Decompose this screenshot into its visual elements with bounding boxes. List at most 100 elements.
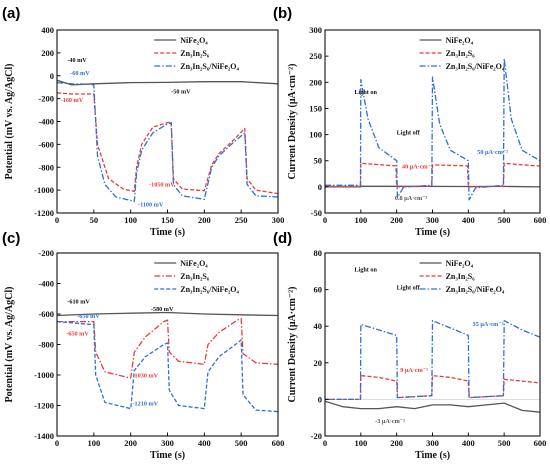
- series-line-zn-in-s-nife-o-: [325, 58, 540, 201]
- series-line-nife-o-: [57, 311, 278, 317]
- y-axis-title: Current Density (μA·cm⁻²): [287, 287, 298, 403]
- annotation: -1100 mV: [138, 202, 164, 209]
- annotation: -610 mV: [67, 298, 90, 305]
- y-tick-label: 400: [41, 25, 54, 35]
- series-group: [57, 311, 278, 413]
- y-tick-label: 0: [50, 71, 54, 81]
- y-tick-label: 40: [314, 321, 323, 331]
- y-tick-label: 200: [309, 77, 322, 87]
- x-tick-label: 500: [498, 215, 511, 225]
- y-tick-label: 50: [314, 156, 323, 166]
- x-axis-title: Time (s): [415, 227, 450, 238]
- legend-label: Zn₃In₂S₆/NiFe₂O₄: [180, 62, 239, 71]
- y-tick-label: -800: [38, 162, 54, 172]
- panel-a: (a) 0 50 100 150 200 250 300 -1200 -1000 -800 -600 -…: [2, 5, 284, 238]
- y-tick-label: -800: [38, 340, 54, 350]
- legend-label: Zn₃In₂S₆: [180, 49, 210, 58]
- y-tick-label: -200: [38, 248, 54, 258]
- x-tick-label: 0: [55, 215, 59, 225]
- y-tick-label: -20: [311, 431, 322, 441]
- x-tick-label: 0: [323, 215, 327, 225]
- x-tick-label: 600: [272, 438, 285, 448]
- annotation: 40 μA·cm⁻²: [402, 164, 433, 171]
- x-tick-label: 300: [161, 438, 174, 448]
- annotation: 35 μA·cm⁻²: [473, 321, 504, 328]
- series-line-nife-o-: [325, 400, 540, 413]
- x-tick-label: 100: [354, 215, 367, 225]
- annotation: -3 μA·cm⁻²: [375, 418, 405, 425]
- y-axis-title: Current Density (μA·cm⁻²): [287, 64, 298, 180]
- y-tick-label: -1200: [34, 208, 54, 218]
- annotation: -50 mV: [171, 88, 191, 95]
- y-tick-label: 100: [309, 130, 322, 140]
- series-line-nife-o-: [57, 79, 278, 86]
- y-tick-label: -1000: [34, 185, 54, 195]
- series-line-zn-in-s-: [57, 92, 278, 195]
- plot-frame: [56, 252, 279, 437]
- legend-label: NiFe₂O₄: [446, 259, 474, 268]
- x-tick-label: 200: [198, 215, 211, 225]
- x-axis-title: Time (s): [150, 450, 185, 461]
- y-tick-label: -600: [38, 309, 54, 319]
- annotation: -650 mV: [66, 330, 89, 337]
- legend-label: Zn₃In₂S₆/NiFe₂O₄: [446, 62, 505, 71]
- annotation: -1210 mV: [133, 401, 159, 408]
- y-tick-label: -400: [38, 117, 54, 127]
- annotation: Light on: [354, 266, 377, 273]
- x-tick-label: 400: [462, 438, 475, 448]
- y-tick-label: 200: [41, 48, 54, 58]
- x-tick-label: 100: [124, 215, 137, 225]
- panel-label: (c): [2, 230, 20, 247]
- y-tick-label: -50: [311, 208, 322, 218]
- x-tick-label: 300: [272, 215, 285, 225]
- x-tick-label: 0: [323, 438, 327, 448]
- x-tick-label: 400: [198, 438, 211, 448]
- x-axis-title: Time (s): [415, 450, 450, 461]
- series-line-zn-in-s-nife-o-: [325, 320, 540, 401]
- annotation: -580 mV: [151, 306, 174, 313]
- x-tick-label: 0: [55, 438, 59, 448]
- x-tick-label: 200: [390, 215, 403, 225]
- panel-label: (d): [273, 230, 292, 247]
- annotation: 9 μA·cm⁻²: [400, 367, 428, 374]
- y-axis-title: Potential (mV vs. Ag/AgCl): [4, 64, 15, 180]
- series-group: [325, 58, 540, 201]
- annotation: -1050 mV: [149, 182, 175, 189]
- y-tick-label: -200: [38, 94, 54, 104]
- legend-label: NiFe₂O₄: [446, 36, 474, 45]
- x-tick-label: 200: [124, 438, 137, 448]
- series-group: [57, 79, 278, 203]
- y-tick-label: -600: [38, 139, 54, 149]
- legend-label: NiFe₂O₄: [180, 36, 208, 45]
- x-tick-label: 150: [161, 215, 174, 225]
- y-tick-label: 0: [318, 394, 322, 404]
- series-line-zn-in-s-nife-o-: [57, 320, 278, 413]
- y-tick-label: -1200: [34, 401, 54, 411]
- annotation: Light off: [397, 130, 421, 137]
- annotation: -650 mV: [77, 313, 100, 320]
- annotation: 50 μA·cm⁻²: [477, 149, 508, 156]
- x-tick-label: 400: [462, 215, 475, 225]
- x-tick-label: 300: [426, 215, 439, 225]
- x-tick-label: 300: [426, 438, 439, 448]
- legend-label: Zn₃In₂S₆/NiFe₂O₄: [446, 285, 505, 294]
- x-tick-label: 600: [534, 215, 547, 225]
- annotation: -60 mV: [70, 70, 90, 77]
- y-tick-label: 250: [309, 51, 322, 61]
- x-tick-label: 500: [498, 438, 511, 448]
- legend-label: NiFe₂O₄: [180, 259, 208, 268]
- x-axis-title: Time (s): [150, 227, 185, 238]
- y-tick-label: 80: [314, 248, 323, 258]
- y-tick-label: -1000: [34, 370, 54, 380]
- series-line-zn-in-s-nife-o-: [57, 81, 278, 203]
- legend-label: Zn₃In₂S₆: [180, 272, 210, 281]
- panel-label: (b): [273, 5, 292, 22]
- x-tick-label: 100: [87, 438, 100, 448]
- annotation: -1030 mV: [133, 372, 159, 379]
- legend-label: Zn₃In₂S₆: [446, 49, 476, 58]
- y-tick-label: 60: [314, 285, 323, 295]
- annotation: 0.8 μA·cm⁻²: [395, 195, 427, 202]
- x-tick-label: 250: [235, 215, 248, 225]
- y-tick-label: 0: [318, 182, 322, 192]
